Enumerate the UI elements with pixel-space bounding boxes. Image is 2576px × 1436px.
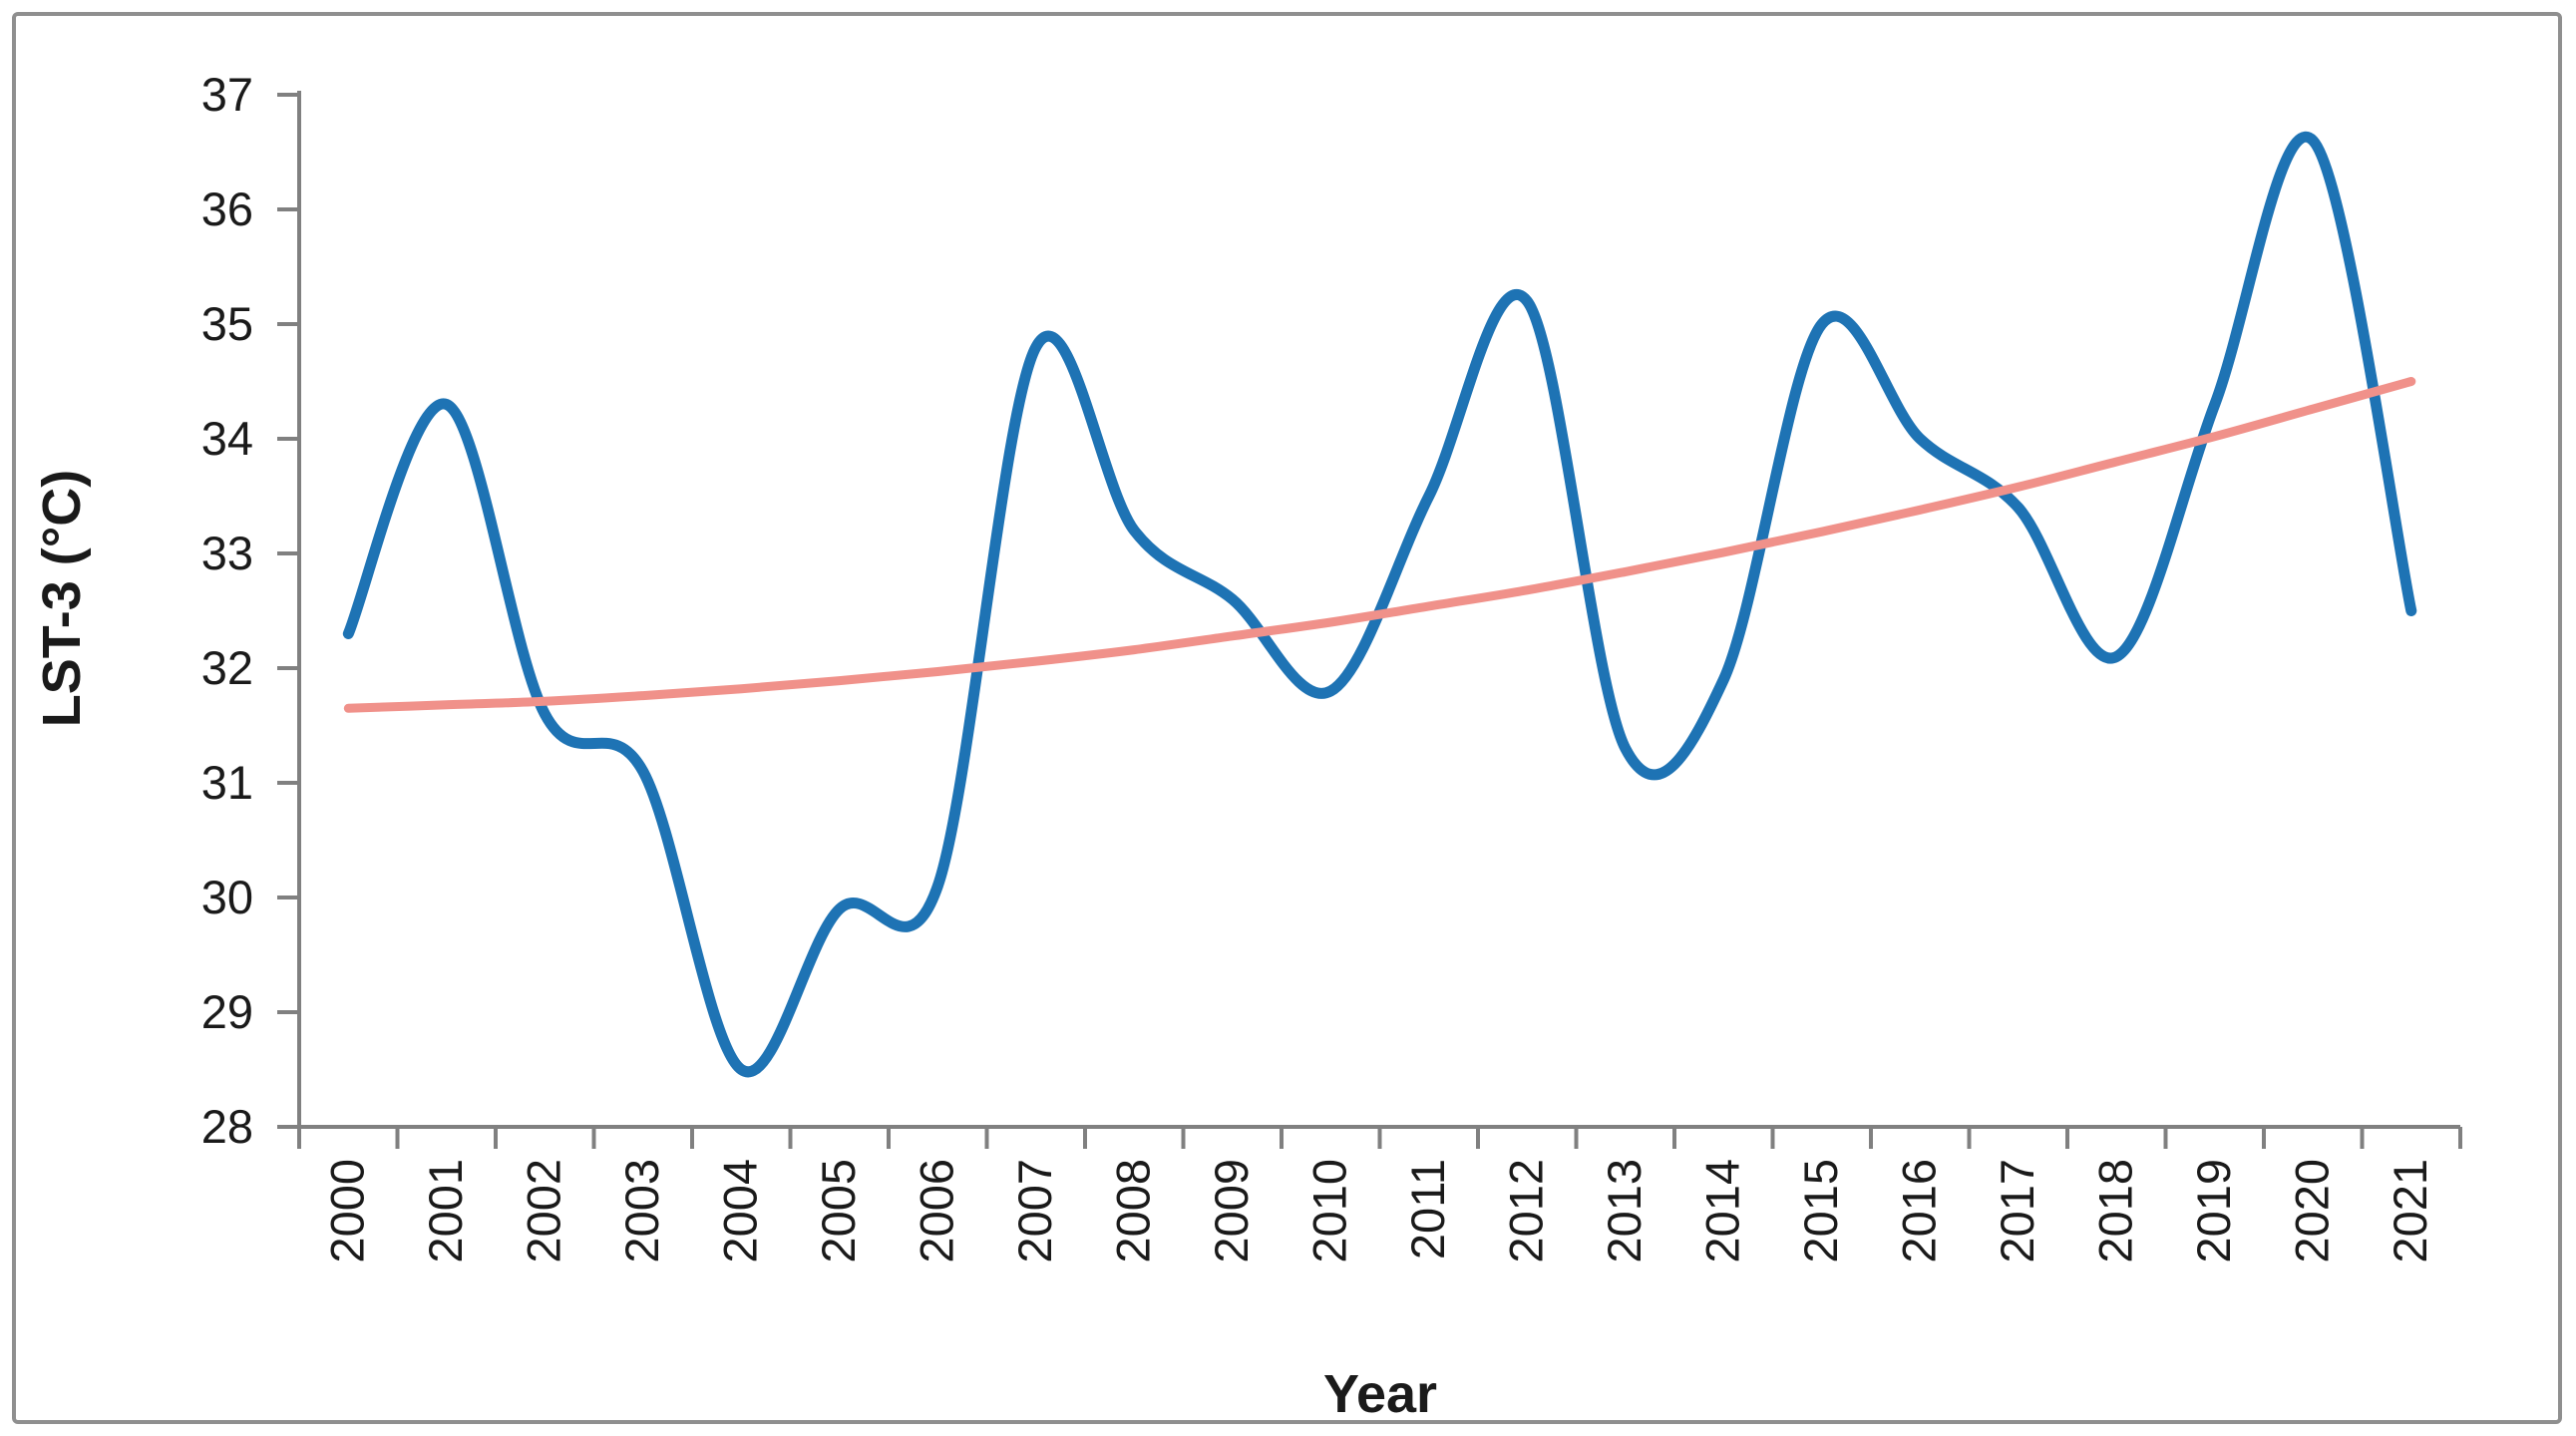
- y-tick-label: 34: [201, 412, 253, 465]
- x-tick-label: 2021: [2384, 1159, 2436, 1263]
- y-tick-label: 36: [201, 182, 253, 235]
- x-tick-label: 2019: [2187, 1159, 2240, 1263]
- y-tick-label: 33: [201, 527, 253, 579]
- x-axis-title: Year: [1322, 1364, 1438, 1424]
- x-tick-label: 2011: [1401, 1159, 1454, 1259]
- x-tick-label: 2001: [419, 1159, 472, 1263]
- figure-border: [12, 12, 2562, 1424]
- y-tick-label: 28: [201, 1100, 253, 1153]
- y-axis-title: LST-3 (°C): [32, 469, 92, 728]
- x-tick-label: 2016: [1892, 1159, 1945, 1263]
- x-tick-label: 2005: [812, 1159, 865, 1263]
- y-tick-label: 32: [201, 641, 253, 694]
- y-tick-label: 31: [201, 756, 253, 809]
- x-tick-label: 2020: [2285, 1159, 2338, 1263]
- x-tick-label: 2015: [1794, 1159, 1847, 1263]
- x-tick-label: 2007: [1008, 1159, 1061, 1263]
- trend-line: [343, 377, 2416, 713]
- x-tick-label: 2006: [910, 1159, 962, 1263]
- x-tick-label: 2014: [1695, 1159, 1748, 1263]
- x-tick-label: 2009: [1205, 1159, 1258, 1263]
- y-tick-label: 37: [201, 68, 253, 121]
- x-tick-label: 2013: [1598, 1159, 1651, 1263]
- series-line-lst3: [342, 132, 2417, 1078]
- x-tick-label: 2012: [1499, 1159, 1552, 1263]
- y-tick-label: 29: [201, 985, 253, 1038]
- x-tick-label: 2017: [1991, 1159, 2043, 1263]
- x-tick-label: 2008: [1106, 1159, 1159, 1263]
- x-tick-label: 2002: [517, 1159, 569, 1263]
- x-tick-label: 2004: [713, 1159, 766, 1263]
- x-tick-label: 2018: [2088, 1159, 2141, 1263]
- y-tick-label: 30: [201, 871, 253, 923]
- y-tick-label: 35: [201, 297, 253, 350]
- x-tick-label: 2010: [1302, 1159, 1355, 1263]
- x-tick-label: 2000: [320, 1159, 373, 1263]
- x-tick-label: 2003: [615, 1159, 668, 1263]
